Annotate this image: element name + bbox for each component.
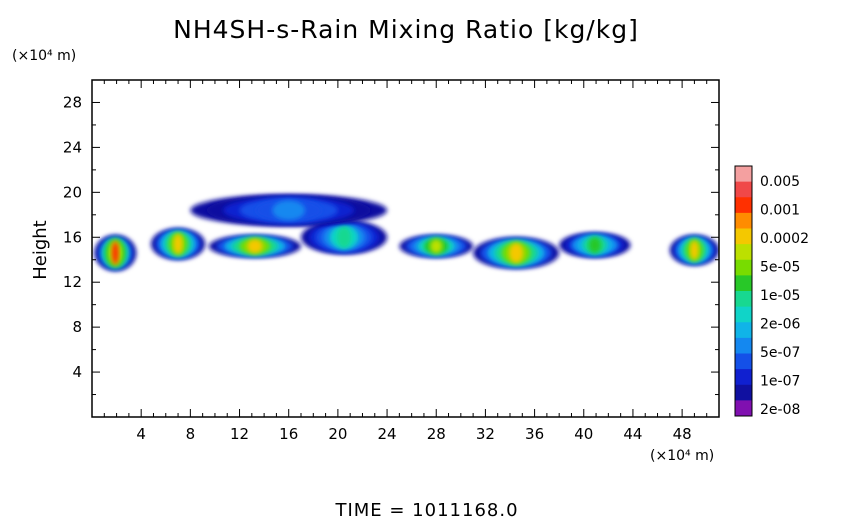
x-tick-label: 32: [476, 425, 495, 443]
chart-title: NH4SH-s-Rain Mixing Ratio [kg/kg]: [173, 15, 639, 44]
colorbar-swatch: [735, 181, 752, 198]
colorbar-label: 1e-07: [760, 374, 800, 390]
field-contour: [588, 237, 601, 253]
x-tick-label: 36: [525, 425, 544, 443]
colorbar-label: 5e-05: [760, 260, 800, 276]
colorbar-swatch: [735, 166, 752, 183]
colorbar-label: 0.0002: [760, 231, 809, 247]
y-tick-label: 8: [72, 318, 82, 336]
x-tick-label: 12: [230, 425, 249, 443]
x-tick-label: 28: [427, 425, 446, 443]
y-tick-label: 16: [63, 228, 82, 246]
y-tick-label: 28: [63, 93, 82, 111]
colorbar-swatch: [735, 322, 752, 339]
x-tick-label: 16: [279, 425, 298, 443]
field-contour: [690, 240, 699, 260]
colorbar-label: 1e-05: [760, 288, 800, 304]
mixing-ratio-field: [94, 194, 719, 271]
field-contour: [430, 239, 443, 254]
field-contour: [247, 239, 263, 254]
x-tick-label: 44: [623, 425, 642, 443]
x-tick-label: 24: [378, 425, 397, 443]
colorbar-swatch: [735, 353, 752, 370]
field-contour: [173, 234, 183, 254]
y-tick-label: 12: [63, 273, 82, 291]
field-contour: [111, 241, 119, 265]
colorbar-swatch: [735, 337, 752, 354]
y-scale-label: (×10⁴ m): [12, 48, 76, 64]
field-contour: [272, 200, 306, 221]
y-tick-label: 4: [72, 363, 82, 381]
colorbar-swatch: [735, 275, 752, 292]
colorbar-swatch: [735, 306, 752, 323]
x-tick-label: 48: [673, 425, 692, 443]
colorbar-label: 5e-07: [760, 345, 800, 361]
x-tick-label: 40: [574, 425, 593, 443]
colorbar-swatch: [735, 197, 752, 214]
colorbar-label: 0.001: [760, 203, 800, 219]
time-label: TIME = 1011168.0: [334, 500, 518, 519]
x-tick-label: 4: [136, 425, 146, 443]
colorbar-swatch: [735, 228, 752, 245]
colorbar-label: 2e-06: [760, 317, 800, 333]
x-scale-label: (×10⁴ m): [650, 448, 714, 464]
colorbar-swatch: [735, 259, 752, 276]
x-tick-label: 8: [186, 425, 196, 443]
field-contour: [336, 226, 352, 248]
y-axis-label: Height: [30, 220, 51, 280]
colorbar-label: 2e-08: [760, 402, 800, 418]
colorbar-swatch: [735, 244, 752, 261]
y-tick-label: 24: [63, 138, 82, 156]
colorbar-swatch: [735, 369, 752, 386]
colorbar-swatch: [735, 384, 752, 401]
x-tick-label: 20: [328, 425, 347, 443]
colorbar-swatch: [735, 212, 752, 229]
colorbar-label: 0.005: [760, 174, 800, 190]
y-tick-label: 20: [63, 183, 82, 201]
colorbar-swatch: [735, 400, 752, 417]
colorbar-swatch: [735, 291, 752, 308]
field-contour: [508, 243, 524, 263]
colorbar: 0.005 0.001 0.0002 5e-05 1e-05 2e-06 5e-07 1e-0…: [734, 165, 809, 418]
colorbar-frame: [734, 165, 753, 417]
plot-frame: [91, 79, 720, 418]
